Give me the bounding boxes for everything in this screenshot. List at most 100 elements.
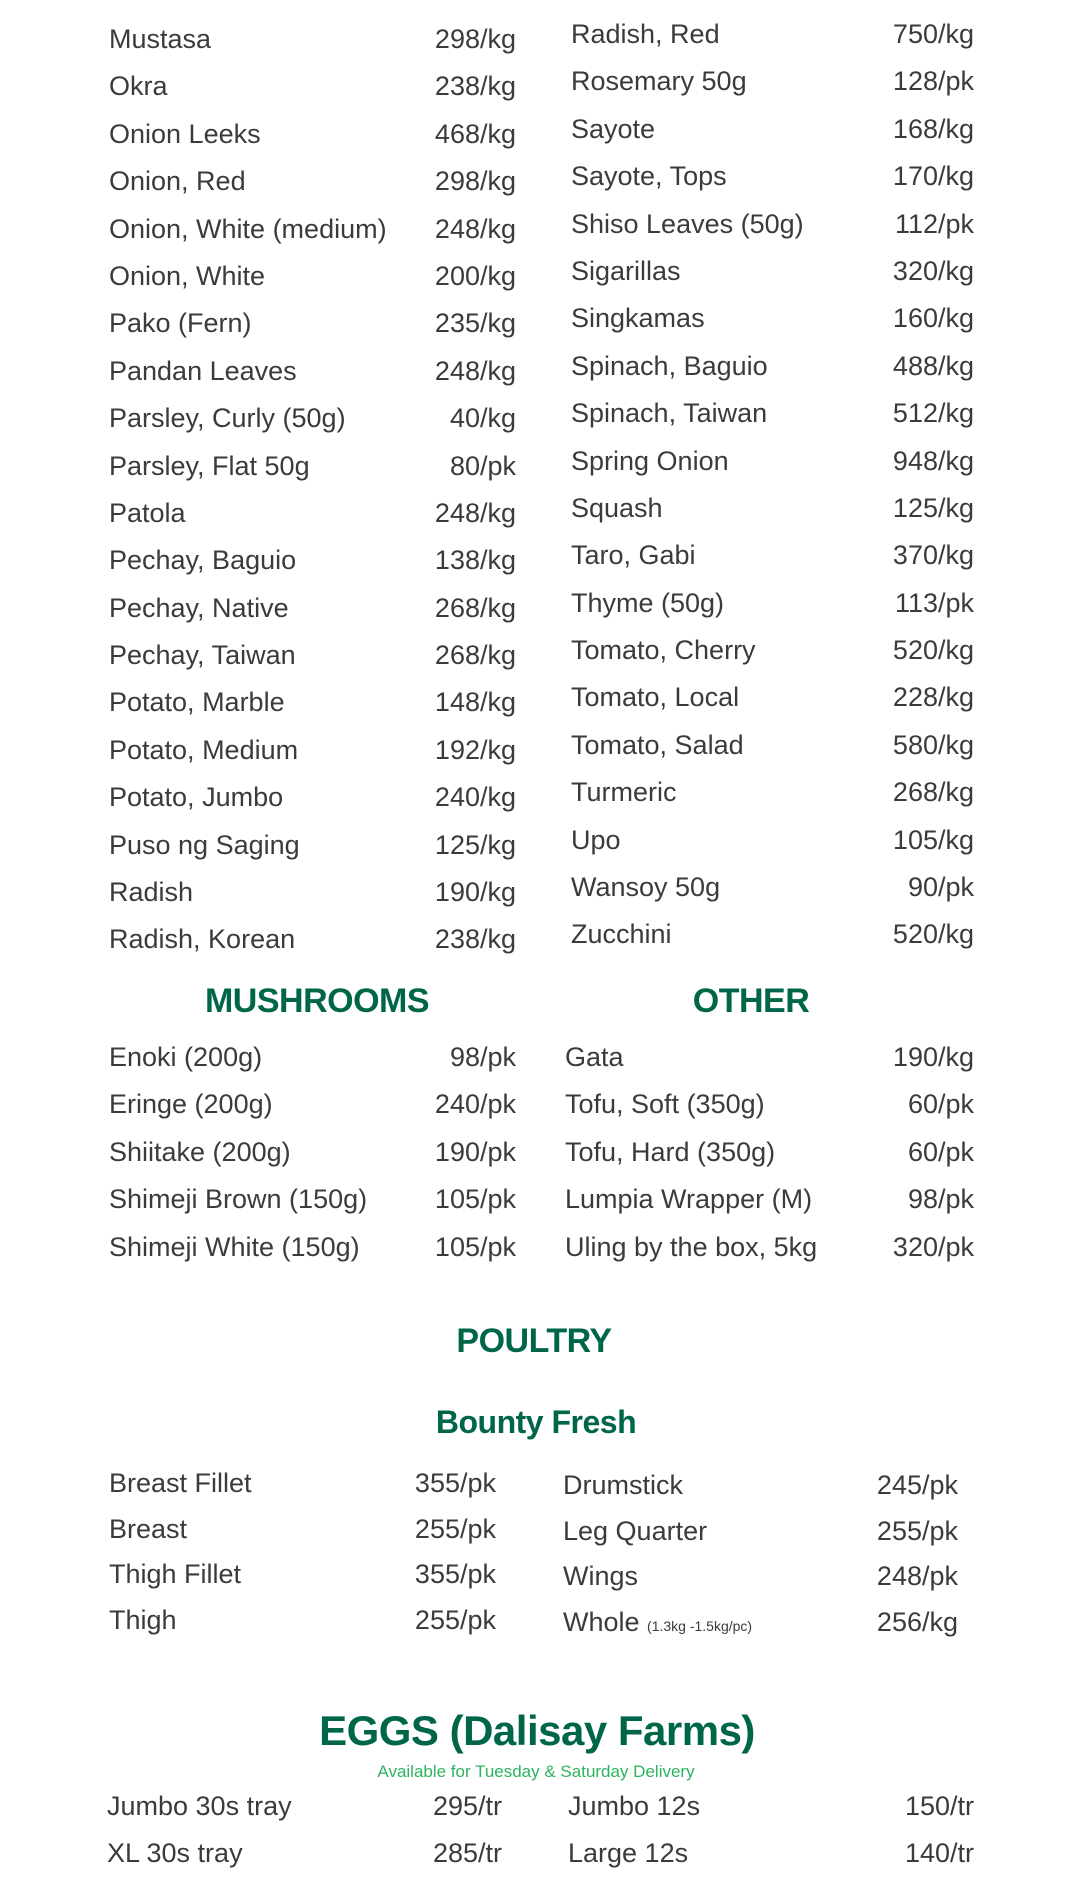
item-price: 105/pk <box>434 1231 516 1262</box>
item-name: Sayote, Tops <box>571 153 727 200</box>
item-name: Onion, White <box>109 253 265 300</box>
item-name-text: Sayote <box>571 113 656 144</box>
item-name-text: Breast <box>109 1513 188 1544</box>
price-row: Spring Onion 948/kg <box>571 438 974 485</box>
item-price: 255/pk <box>876 1515 958 1546</box>
price-row: Zucchini 520/kg <box>571 911 974 958</box>
item-name-text: Sayote, Tops <box>571 161 727 192</box>
item-price: 90/pk <box>907 872 974 903</box>
item-name-text: Shimeji Brown (150g) <box>109 1184 368 1215</box>
item-name-text: Upo <box>571 824 621 855</box>
item-name: Spring Onion <box>571 438 729 485</box>
item-name-text: Pechay, Taiwan <box>109 640 296 671</box>
item-price: 512/kg <box>892 398 974 429</box>
item-name-text: Parsley, Curly (50g) <box>109 403 346 434</box>
item-name: Thigh Fillet <box>109 1552 241 1598</box>
item-name-text: Eringe (200g) <box>109 1089 273 1120</box>
item-price: 355/pk <box>414 1559 496 1589</box>
price-row: Spinach, Baguio 488/kg <box>571 343 974 390</box>
item-name: XL 30s tray <box>107 1830 243 1877</box>
item-name: Shimeji White (150g) <box>109 1224 360 1271</box>
price-row: Thigh Fillet 355/pk <box>109 1552 496 1598</box>
item-name-text: Jumbo 12s <box>568 1791 701 1821</box>
price-row: Radish 190/kg <box>109 869 516 916</box>
item-name: Tomato, Salad <box>571 722 744 769</box>
item-price: 268/kg <box>434 640 516 671</box>
item-name: Gata <box>565 1034 624 1081</box>
eggs-heading: EGGS (Dalisay Farms) <box>319 1707 755 1754</box>
item-price: 138/kg <box>434 545 516 576</box>
price-row: Mustasa 298/kg <box>109 16 516 63</box>
item-price: 60/pk <box>907 1136 974 1167</box>
item-price: 190/kg <box>892 1042 974 1072</box>
price-row: Radish, Korean 238/kg <box>109 916 516 963</box>
item-name-text: Wings <box>563 1561 639 1591</box>
item-name: Squash <box>571 485 663 532</box>
price-row: Onion, White (medium) 248/kg <box>109 206 516 253</box>
item-name-text: Shimeji White (150g) <box>109 1231 360 1262</box>
item-name-text: Tofu, Hard (350g) <box>565 1136 776 1167</box>
item-name-text: Zucchini <box>571 919 672 950</box>
item-name: Sayote <box>571 106 655 153</box>
price-row: Tomato, Local 228/kg <box>571 674 974 721</box>
item-name-text: Onion, Red <box>109 166 246 197</box>
eggs-right-list: Jumbo 12s 150/tr Large 12s 140/tr <box>568 1783 974 1878</box>
item-price: 238/kg <box>434 71 516 102</box>
price-row: Breast Fillet 355/pk <box>109 1461 496 1507</box>
item-name-text: Parsley, Flat 50g <box>109 450 310 481</box>
item-name-text: Spinach, Taiwan <box>571 398 768 429</box>
item-name-text: Enoki (200g) <box>109 1042 263 1072</box>
item-price: 248/kg <box>434 213 516 244</box>
item-name-text: Taro, Gabi <box>571 540 696 571</box>
item-price: 125/kg <box>434 829 516 860</box>
item-name-text: Wansoy 50g <box>571 872 721 903</box>
item-price: 190/pk <box>434 1136 516 1167</box>
price-row: XL 30s tray 285/tr <box>107 1830 502 1877</box>
item-name: Pechay, Baguio <box>109 537 296 584</box>
item-name-text: Pechay, Baguio <box>109 545 297 576</box>
price-row: Potato, Medium 192/kg <box>109 727 516 774</box>
item-price: 520/kg <box>892 635 974 666</box>
item-name: Onion Leeks <box>109 111 261 158</box>
item-name-text: Gata <box>565 1042 624 1072</box>
item-price: 200/kg <box>434 260 516 291</box>
price-row: Pako (Fern) 235/kg <box>109 300 516 347</box>
item-name: Parsley, Flat 50g <box>109 443 310 490</box>
item-price: 240/pk <box>434 1089 516 1120</box>
item-name-text: Pako (Fern) <box>109 308 252 339</box>
item-name: Mustasa <box>109 16 211 63</box>
item-name: Potato, Jumbo <box>109 774 283 821</box>
price-row: Jumbo 12s 150/tr <box>568 1783 974 1830</box>
item-name: Breast <box>109 1507 187 1553</box>
item-name: Upo <box>571 817 621 864</box>
price-row: Radish, Red 750/kg <box>571 11 974 58</box>
item-name-text: Tomato, Local <box>571 682 740 713</box>
item-name-text: Mustasa <box>109 24 212 54</box>
item-name: Jumbo 12s <box>568 1783 700 1830</box>
item-price: 235/kg <box>434 308 516 339</box>
item-name: Shiso Leaves (50g) <box>571 201 804 248</box>
price-row: Tomato, Cherry 520/kg <box>571 627 974 674</box>
item-price: 355/pk <box>414 1468 496 1498</box>
price-row: Thigh 255/pk <box>109 1598 496 1644</box>
item-name: Uling by the box, 5kg <box>565 1224 817 1271</box>
item-price: 248/kg <box>434 355 516 386</box>
item-name: Radish, Korean <box>109 916 295 963</box>
item-name-text: Turmeric <box>571 777 677 808</box>
price-row: Lumpia Wrapper (M) 98/pk <box>565 1176 974 1223</box>
price-row: Large 12s 140/tr <box>568 1830 974 1877</box>
item-price: 320/pk <box>892 1231 974 1262</box>
price-row: Wansoy 50g 90/pk <box>571 864 974 911</box>
item-name: Thyme (50g) <box>571 580 724 627</box>
price-row: Shimeji White (150g) 105/pk <box>109 1224 516 1271</box>
item-name-text: Tomato, Salad <box>571 729 744 760</box>
item-name-text: Onion Leeks <box>109 118 261 149</box>
price-row: Pechay, Native 268/kg <box>109 585 516 632</box>
poultry-brand-heading: Bounty Fresh <box>435 1404 637 1440</box>
item-price: 148/kg <box>434 687 516 718</box>
vegetables-left-list: Mustasa 298/kg Okra 238/kg Onion Leeks 468/kg… <box>109 16 516 964</box>
item-name-text: Large 12s <box>568 1838 689 1869</box>
item-name: Pako (Fern) <box>109 300 252 347</box>
item-name: Wings <box>563 1554 638 1600</box>
item-name: Spinach, Taiwan <box>571 390 767 437</box>
